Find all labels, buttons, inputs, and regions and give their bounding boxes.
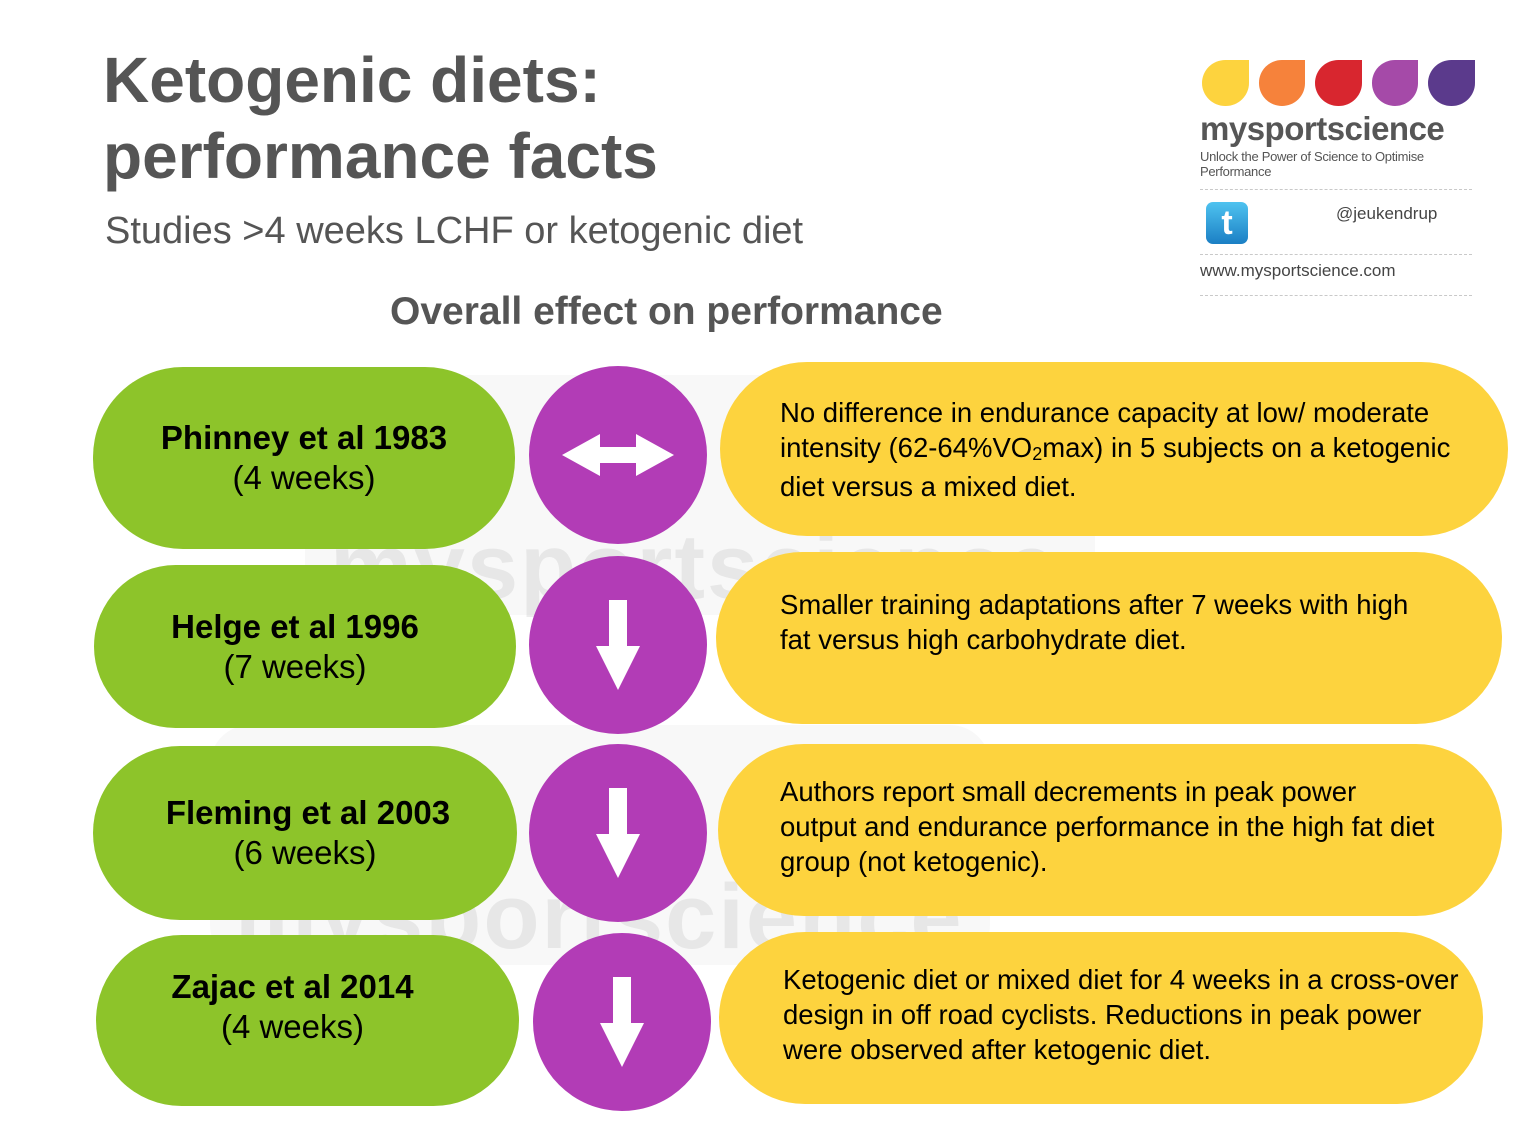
study-pill: Fleming et al 2003 (6 weeks) <box>93 746 517 920</box>
description-pill: Smaller training adaptations after 7 wee… <box>716 552 1502 724</box>
logo-drop-yellow <box>1202 60 1249 106</box>
description-text: max) in 5 subjects on a ketogenic diet v… <box>780 431 1451 502</box>
title-line-1: Ketogenic diets: <box>103 44 601 116</box>
title: Ketogenic diets: performance facts <box>103 42 658 194</box>
logo-block: mysportscience Unlock the Power of Scien… <box>1200 60 1475 296</box>
section-heading: Overall effect on performance <box>390 290 943 333</box>
study-name: Zajac et al 2014 <box>171 967 414 1005</box>
logo-drop-orange <box>1258 60 1306 106</box>
down-arrow-icon <box>600 977 644 1067</box>
logo-drops <box>1202 60 1475 106</box>
twitter-handle[interactable]: @jeukendrup <box>1336 204 1438 223</box>
description-pill: No difference in endurance capacity at l… <box>720 362 1508 536</box>
study-duration: (7 weeks) <box>223 647 367 685</box>
twitter-icon[interactable]: t <box>1206 202 1248 244</box>
subscript-text: 2 <box>1032 443 1043 464</box>
effect-circle <box>533 933 711 1111</box>
effect-circle <box>529 366 707 544</box>
study-pill: Phinney et al 1983 (4 weeks) <box>93 367 515 549</box>
left-right-arrow-icon <box>562 434 674 476</box>
study-description: Smaller training adaptations after 7 wee… <box>780 589 1409 655</box>
effect-circle <box>529 556 707 734</box>
divider <box>1200 254 1472 255</box>
logo-drop-magenta <box>1371 60 1419 106</box>
down-arrow-icon <box>596 600 640 690</box>
logo-drop-purple <box>1428 60 1475 106</box>
description-text: No difference in endurance capacity at l… <box>780 396 1430 463</box>
study-name: Phinney et al 1983 <box>160 419 448 456</box>
description-pill: Ketogenic diet or mixed diet for 4 weeks… <box>719 932 1483 1104</box>
twitter-row[interactable]: t @jeukendrup <box>1200 194 1475 252</box>
divider <box>1200 189 1472 190</box>
effect-circle <box>529 744 707 922</box>
description-pill: Authors report small decrements in peak … <box>718 744 1502 916</box>
study-duration: (4 weeks) <box>220 1007 365 1045</box>
title-line-2: performance facts <box>103 120 658 192</box>
website-link[interactable]: www.mysportscience.com <box>1200 261 1396 280</box>
down-arrow-icon <box>596 788 640 878</box>
brand-name: mysportscience <box>1200 110 1445 147</box>
study-pill: Helge et al 1996 (7 weeks) <box>94 565 516 728</box>
divider <box>1200 295 1472 296</box>
study-duration: (4 weeks) <box>232 459 376 496</box>
brand-tagline: Unlock the Power of Science to Optimise … <box>1200 149 1424 179</box>
subtitle: Studies >4 weeks LCHF or ketogenic diet <box>105 210 804 252</box>
study-name: Fleming et al 2003 <box>165 794 451 831</box>
logo-drop-red <box>1315 60 1362 106</box>
study-name: Helge et al 1996 <box>171 607 419 645</box>
study-description: No difference in endurance capacity at l… <box>780 395 1470 504</box>
study-description: Ketogenic diet or mixed diet for 4 weeks… <box>783 963 1459 1065</box>
study-pill: Zajac et al 2014 (4 weeks) <box>96 935 519 1106</box>
study-description: Authors report small decrements in peak … <box>780 775 1435 877</box>
study-duration: (6 weeks) <box>233 834 377 871</box>
